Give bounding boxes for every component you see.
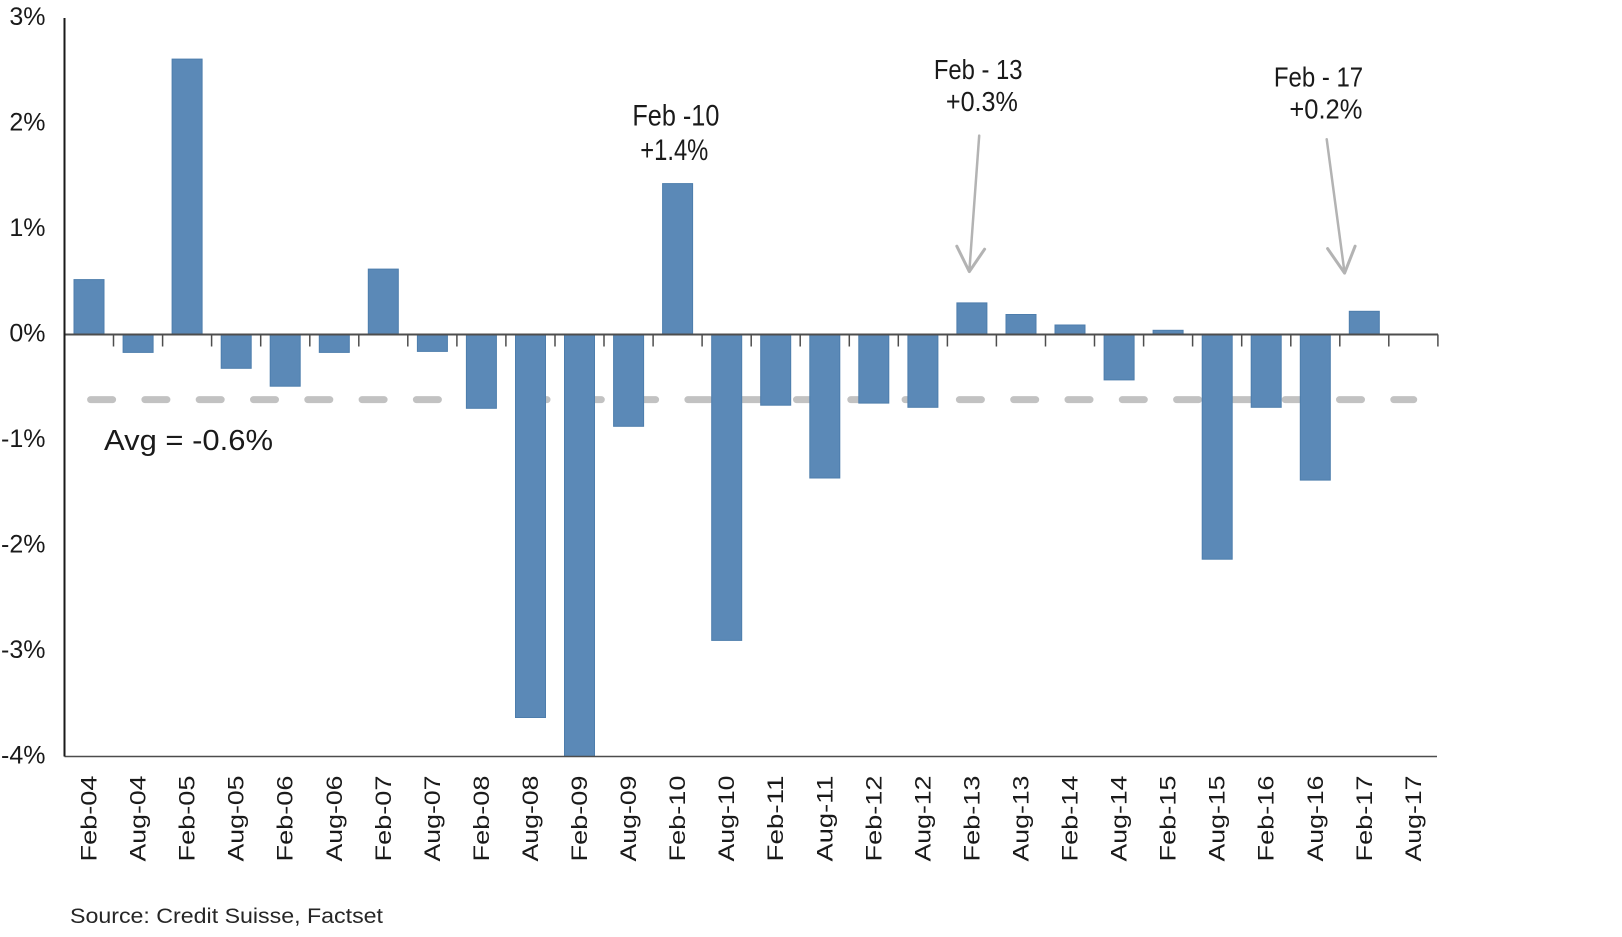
svg-text:Aug-11: Aug-11 — [812, 776, 837, 862]
svg-text:Feb-08: Feb-08 — [469, 776, 494, 862]
svg-text:Feb - 17: Feb - 17 — [1274, 61, 1363, 92]
svg-text:+0.3%: +0.3% — [946, 86, 1018, 117]
svg-text:Aug-17: Aug-17 — [1401, 776, 1426, 862]
svg-text:Feb-06: Feb-06 — [273, 776, 298, 862]
svg-text:Feb-05: Feb-05 — [175, 776, 200, 862]
svg-text:1%: 1% — [9, 214, 45, 242]
svg-text:-1%: -1% — [1, 425, 45, 453]
svg-text:0%: 0% — [9, 320, 45, 348]
svg-text:Aug-07: Aug-07 — [420, 776, 445, 862]
svg-text:Feb -10: Feb -10 — [632, 99, 719, 132]
svg-text:Aug-15: Aug-15 — [1205, 776, 1230, 862]
svg-text:Aug-14: Aug-14 — [1107, 776, 1132, 862]
svg-text:Feb-11: Feb-11 — [763, 776, 788, 862]
svg-text:Aug-08: Aug-08 — [518, 776, 543, 862]
svg-text:Aug-06: Aug-06 — [322, 776, 347, 862]
svg-text:Aug-13: Aug-13 — [1009, 776, 1034, 862]
svg-text:2%: 2% — [9, 109, 45, 137]
svg-text:Feb - 13: Feb - 13 — [934, 54, 1023, 85]
svg-text:+0.2%: +0.2% — [1289, 93, 1362, 124]
svg-text:Feb-12: Feb-12 — [861, 776, 886, 862]
svg-text:Feb-14: Feb-14 — [1058, 776, 1083, 862]
svg-text:Feb-09: Feb-09 — [567, 776, 592, 862]
svg-text:Aug-04: Aug-04 — [126, 776, 151, 862]
svg-text:-2%: -2% — [1, 531, 45, 559]
svg-text:Aug-12: Aug-12 — [910, 776, 935, 862]
svg-text:Feb-04: Feb-04 — [77, 776, 102, 862]
svg-text:Feb-17: Feb-17 — [1352, 776, 1377, 862]
svg-text:Source: Credit Suisse, Factset: Source: Credit Suisse, Factset — [70, 904, 383, 928]
svg-text:Aug-09: Aug-09 — [616, 776, 641, 862]
svg-text:Aug-16: Aug-16 — [1303, 776, 1328, 862]
svg-text:Feb-07: Feb-07 — [371, 776, 396, 862]
svg-text:Feb-16: Feb-16 — [1254, 776, 1279, 862]
svg-text:Feb-13: Feb-13 — [959, 776, 984, 862]
svg-text:Feb-15: Feb-15 — [1156, 776, 1181, 862]
svg-text:+1.4%: +1.4% — [640, 134, 708, 167]
svg-text:3%: 3% — [9, 3, 45, 31]
svg-text:Aug-05: Aug-05 — [224, 776, 249, 862]
svg-text:-3%: -3% — [1, 636, 45, 664]
svg-text:Avg = -0.6%: Avg = -0.6% — [104, 425, 273, 457]
svg-text:Aug-10: Aug-10 — [714, 776, 739, 862]
svg-text:-4%: -4% — [1, 742, 45, 770]
svg-text:Feb-10: Feb-10 — [665, 776, 690, 862]
